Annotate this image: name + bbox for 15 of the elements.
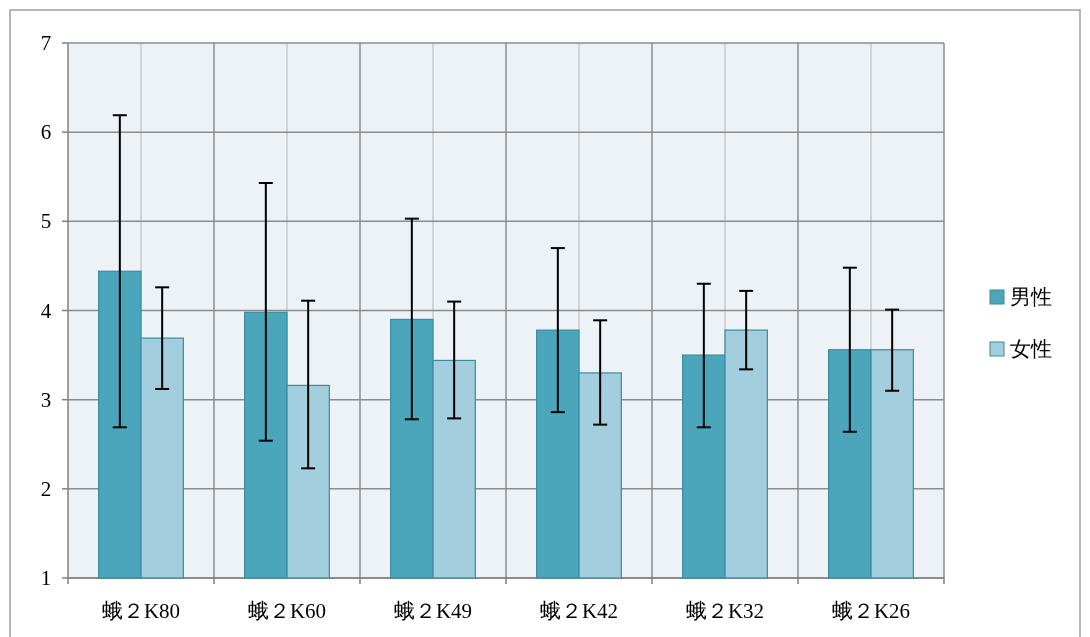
y-tick-label: 6	[40, 120, 52, 145]
x-tick-label: 蛾２K60	[247, 599, 327, 623]
x-tick-label: 蛾２K32	[685, 599, 765, 623]
legend-label: 女性	[1010, 337, 1052, 361]
x-tick-label: 蛾２K42	[539, 599, 619, 623]
y-tick-label: 5	[40, 209, 52, 234]
y-tick-label: 2	[40, 476, 52, 501]
x-tick-label: 蛾２K80	[101, 599, 181, 623]
y-tick-label: 1	[40, 566, 52, 590]
y-tick-label: 3	[40, 387, 52, 412]
y-tick-label: 7	[40, 31, 52, 55]
legend-label: 男性	[1010, 285, 1052, 309]
x-tick-label: 蛾２K49	[393, 599, 473, 623]
x-tick-label: 蛾２K26	[831, 599, 911, 623]
y-tick-label: 4	[40, 298, 52, 323]
